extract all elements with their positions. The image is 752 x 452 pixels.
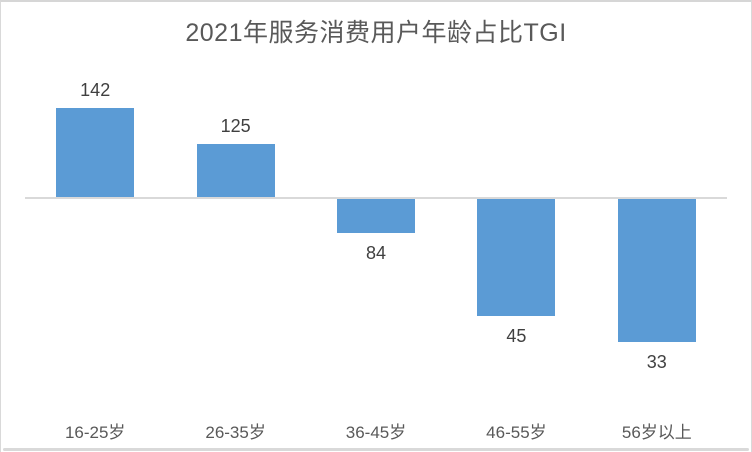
chart-title: 2021年服务消费用户年龄占比TGI <box>185 19 567 47</box>
value-label: 45 <box>506 326 527 347</box>
value-label: 125 <box>220 115 251 136</box>
x-tick-label: 46-55岁 <box>486 423 547 442</box>
value-label: 84 <box>365 243 386 264</box>
x-tick-label: 36-45岁 <box>345 423 407 442</box>
bar-36-45岁 <box>336 199 415 234</box>
value-label: 142 <box>80 79 111 100</box>
x-axis-labels: 16-25岁 26-35岁 36-45岁 46-55岁 56岁以上 <box>25 423 727 442</box>
value-label: 33 <box>646 351 667 372</box>
bar-56岁以上 <box>617 199 696 342</box>
bar-column: 45 <box>446 2 586 452</box>
bar-column: 84 <box>306 2 446 452</box>
plot-area: 142 125 84 45 33 <box>25 2 727 452</box>
x-axis-line <box>25 197 727 199</box>
bar-column: 33 <box>587 2 727 452</box>
x-tick-label: 26-35岁 <box>205 423 266 442</box>
bar-26-35岁 <box>196 143 275 197</box>
bar-column: 142 <box>25 2 165 452</box>
bottom-divider <box>3 448 749 451</box>
x-tick-label: 16-25岁 <box>64 423 126 442</box>
bar-16-25岁 <box>56 107 135 197</box>
bar-column: 125 <box>165 2 305 452</box>
bar-46-55岁 <box>477 199 556 317</box>
x-tick-label: 56岁以上 <box>621 423 692 442</box>
